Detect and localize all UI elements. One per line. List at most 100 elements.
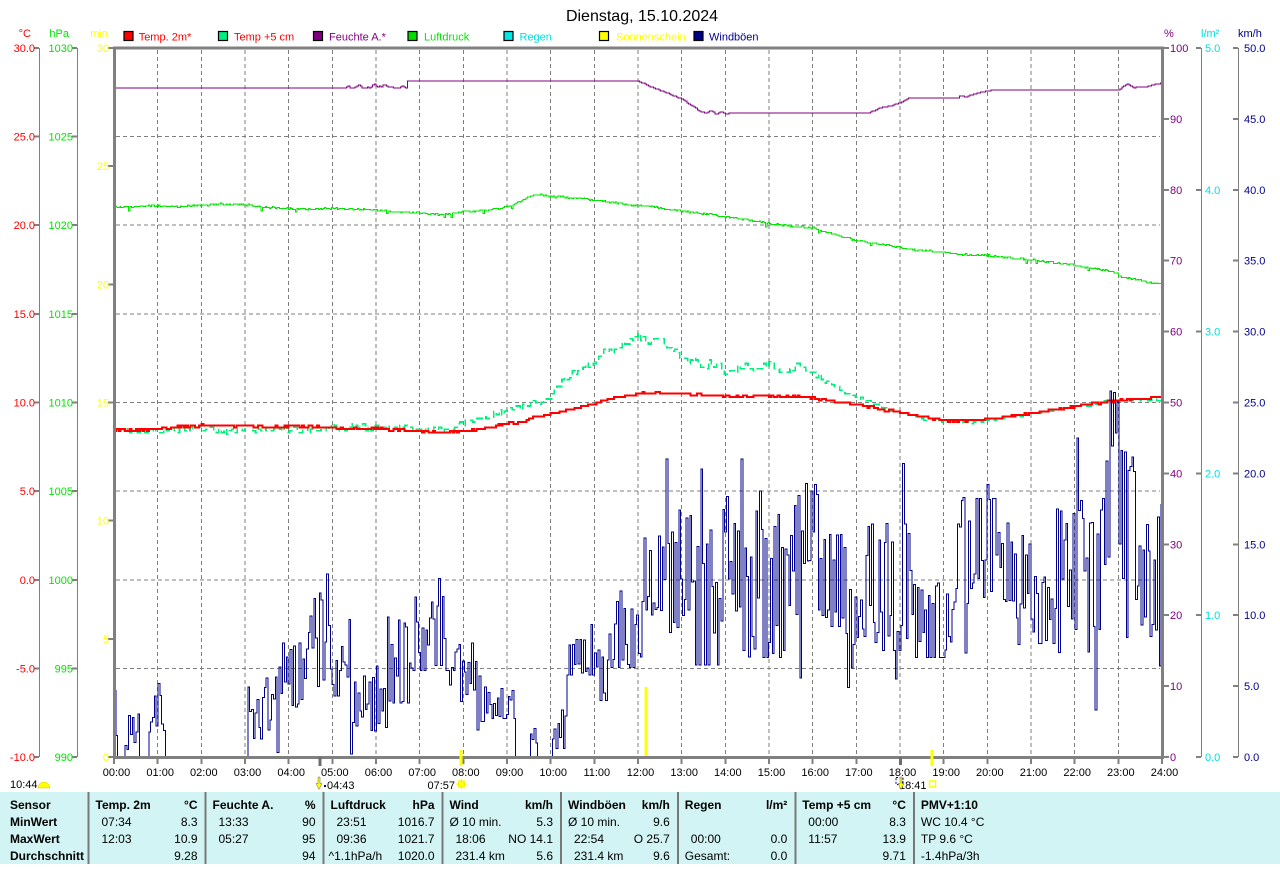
- svg-text:990: 990: [55, 752, 73, 764]
- svg-text:hPa: hPa: [412, 798, 434, 812]
- svg-text:Windböen: Windböen: [568, 798, 626, 812]
- svg-text:10.0: 10.0: [14, 398, 35, 410]
- svg-text:Luftdruck: Luftdruck: [424, 32, 470, 44]
- svg-text:00:00: 00:00: [808, 815, 838, 829]
- svg-text:0.0: 0.0: [771, 832, 788, 846]
- svg-text:50.0: 50.0: [1244, 43, 1265, 55]
- svg-text:2.0: 2.0: [1205, 468, 1220, 480]
- svg-text:Feuchte A.*: Feuchte A.*: [329, 32, 387, 44]
- svg-text:5.6: 5.6: [536, 849, 553, 863]
- svg-text:5.3: 5.3: [536, 815, 553, 829]
- svg-text:Ø 10 min.: Ø 10 min.: [568, 815, 620, 829]
- svg-text:07:00: 07:00: [408, 767, 436, 779]
- svg-text:30: 30: [97, 43, 109, 55]
- svg-text:-10.0: -10.0: [10, 752, 35, 764]
- svg-text:0: 0: [103, 752, 109, 764]
- svg-text:13:00: 13:00: [670, 767, 698, 779]
- svg-text:1005: 1005: [49, 486, 73, 498]
- svg-text:min: min: [90, 28, 108, 40]
- svg-text:01:00: 01:00: [146, 767, 174, 779]
- svg-text:80: 80: [1170, 185, 1182, 197]
- svg-text:km/h: km/h: [642, 798, 670, 812]
- svg-text:10.9: 10.9: [174, 832, 198, 846]
- svg-text:1016.7: 1016.7: [398, 815, 435, 829]
- svg-text:35.0: 35.0: [1244, 256, 1265, 268]
- svg-text:60: 60: [1170, 327, 1182, 339]
- svg-text:0: 0: [1170, 752, 1176, 764]
- svg-text:0.0: 0.0: [1244, 752, 1259, 764]
- svg-text:07:34: 07:34: [102, 815, 132, 829]
- svg-text:8.3: 8.3: [181, 815, 198, 829]
- svg-text:km/h: km/h: [525, 798, 553, 812]
- svg-text:1021.7: 1021.7: [398, 832, 435, 846]
- svg-text:15:00: 15:00: [758, 767, 786, 779]
- svg-text:5: 5: [103, 634, 109, 646]
- svg-text:12:00: 12:00: [627, 767, 655, 779]
- svg-text:Luftdruck: Luftdruck: [331, 798, 387, 812]
- svg-text:50: 50: [1170, 398, 1182, 410]
- svg-text:°C: °C: [19, 28, 31, 40]
- svg-text:09:36: 09:36: [337, 832, 367, 846]
- svg-text:13.9: 13.9: [883, 832, 907, 846]
- svg-text:km/h: km/h: [1238, 28, 1262, 40]
- svg-text:95: 95: [302, 832, 316, 846]
- svg-text:Sensor: Sensor: [10, 798, 51, 812]
- svg-text:1010: 1010: [49, 398, 73, 410]
- svg-text:19:00: 19:00: [932, 767, 960, 779]
- svg-text:12:03: 12:03: [102, 832, 132, 846]
- svg-text:%: %: [1164, 28, 1174, 40]
- svg-text:Sonnenschein: Sonnenschein: [616, 32, 686, 44]
- svg-text:05:27: 05:27: [219, 832, 249, 846]
- svg-text:20.0: 20.0: [1244, 468, 1265, 480]
- svg-text:20: 20: [97, 279, 109, 291]
- svg-text:WC 10.4 °C: WC 10.4 °C: [921, 815, 985, 829]
- svg-text:16:00: 16:00: [801, 767, 829, 779]
- svg-text:Dienstag, 15.10.2024: Dienstag, 15.10.2024: [566, 8, 718, 25]
- svg-text:°C: °C: [892, 798, 906, 812]
- svg-text:18:00: 18:00: [889, 767, 917, 779]
- svg-text:45.0: 45.0: [1244, 114, 1265, 126]
- svg-text:70: 70: [1170, 256, 1182, 268]
- svg-text:10.0: 10.0: [1244, 610, 1265, 622]
- svg-text:-5.0: -5.0: [16, 663, 35, 675]
- svg-text:22:54: 22:54: [574, 832, 604, 846]
- svg-text:4.0: 4.0: [1205, 185, 1220, 197]
- svg-text:02:00: 02:00: [190, 767, 218, 779]
- svg-text:PMV+1:10: PMV+1:10: [921, 798, 978, 812]
- svg-text:O 25.7: O 25.7: [634, 832, 670, 846]
- svg-text:90: 90: [1170, 114, 1182, 126]
- svg-text:20:00: 20:00: [976, 767, 1004, 779]
- svg-text:9.6: 9.6: [653, 849, 670, 863]
- svg-text:1015: 1015: [49, 309, 73, 321]
- svg-text:5.0: 5.0: [1205, 43, 1220, 55]
- svg-text:40: 40: [1170, 468, 1182, 480]
- svg-text:Feuchte A.: Feuchte A.: [213, 798, 274, 812]
- svg-text:0.0: 0.0: [1205, 752, 1220, 764]
- svg-text:09:00: 09:00: [496, 767, 524, 779]
- svg-text:231.4 km: 231.4 km: [574, 849, 623, 863]
- svg-text:231.4 km: 231.4 km: [456, 849, 505, 863]
- svg-text:Gesamt:: Gesamt:: [685, 849, 730, 863]
- svg-text:1020: 1020: [49, 220, 73, 232]
- svg-text:MinWert: MinWert: [10, 815, 57, 829]
- svg-text:15.0: 15.0: [1244, 539, 1265, 551]
- svg-text:1030: 1030: [49, 43, 73, 55]
- svg-text:9.6: 9.6: [653, 815, 670, 829]
- svg-text:30: 30: [1170, 539, 1182, 551]
- svg-text:11:00: 11:00: [583, 767, 610, 779]
- svg-text:10:00: 10:00: [539, 767, 567, 779]
- svg-text:15.0: 15.0: [14, 309, 35, 321]
- svg-text:%: %: [305, 798, 316, 812]
- svg-text:NO 14.1: NO 14.1: [508, 832, 553, 846]
- svg-text:Durchschnitt: Durchschnitt: [10, 849, 84, 863]
- svg-text:13:33: 13:33: [219, 815, 249, 829]
- svg-text:00:00: 00:00: [691, 832, 721, 846]
- svg-text:Regen: Regen: [520, 32, 552, 44]
- svg-text:30.0: 30.0: [1244, 327, 1265, 339]
- svg-text:07:57: 07:57: [427, 780, 455, 792]
- svg-text:9.28: 9.28: [174, 849, 198, 863]
- svg-text:25: 25: [97, 161, 109, 173]
- svg-text:06:00: 06:00: [365, 767, 393, 779]
- svg-text:995: 995: [55, 663, 73, 675]
- svg-text:l/m²: l/m²: [1201, 28, 1220, 40]
